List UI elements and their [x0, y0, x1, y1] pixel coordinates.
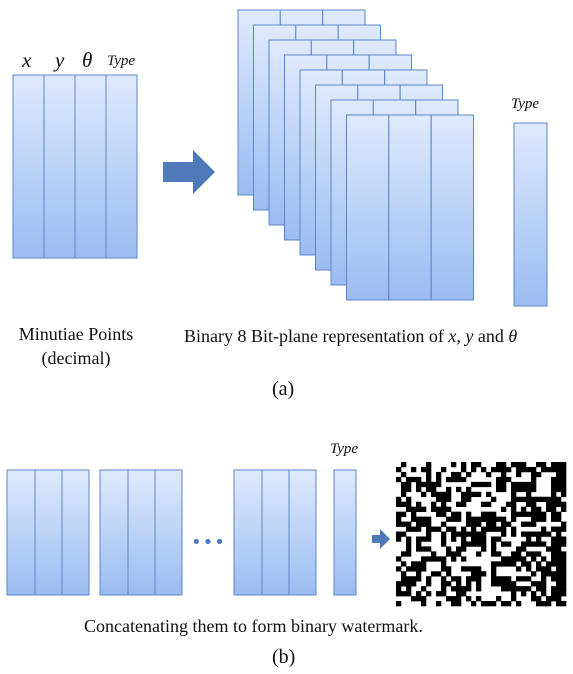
bitplane-caption: Binary 8 Bit-plane representation of x, … — [184, 324, 517, 348]
column-label-type: Type — [107, 53, 136, 69]
minutiae-caption-line2: (decimal) — [41, 348, 111, 368]
concat-group-1 — [6, 469, 90, 596]
panel-a-sublabel: (a) — [272, 378, 295, 400]
concat-group-3 — [233, 469, 317, 596]
minutiae-column-y — [43, 74, 76, 259]
concat-group-2 — [99, 469, 183, 596]
type-column — [513, 122, 548, 307]
bit-plane-8 — [346, 114, 475, 301]
minutiae-column-type — [105, 74, 138, 259]
bitplane-caption-text: Binary 8 Bit-plane representation of — [184, 326, 444, 346]
type-label-b: Type — [330, 441, 359, 457]
binary-watermark-image — [396, 462, 567, 607]
watermark-arrow — [372, 529, 390, 549]
column-label-theta: θ — [82, 48, 93, 72]
bitplane-caption-vars: x, y — [448, 326, 474, 346]
minutiae-column-x — [12, 74, 45, 259]
bitplane-caption-and: and — [477, 326, 504, 346]
column-label-y: y — [55, 48, 65, 72]
type-label-a: Type — [511, 96, 540, 112]
minutiae-column-theta — [74, 74, 107, 259]
transform-arrow — [163, 150, 215, 194]
bit-plane-stack — [237, 9, 475, 301]
minutiae-table — [12, 74, 138, 259]
concat-type-column — [333, 469, 357, 596]
watermark-caption: Concatenating them to form binary waterm… — [84, 616, 423, 636]
bitplane-caption-theta: θ — [508, 326, 518, 346]
ellipsis: ••• — [191, 532, 226, 553]
column-label-x: x — [22, 48, 32, 72]
minutiae-caption-line1: Minutiae Points — [18, 324, 134, 344]
panel-b-sublabel: (b) — [272, 646, 296, 668]
